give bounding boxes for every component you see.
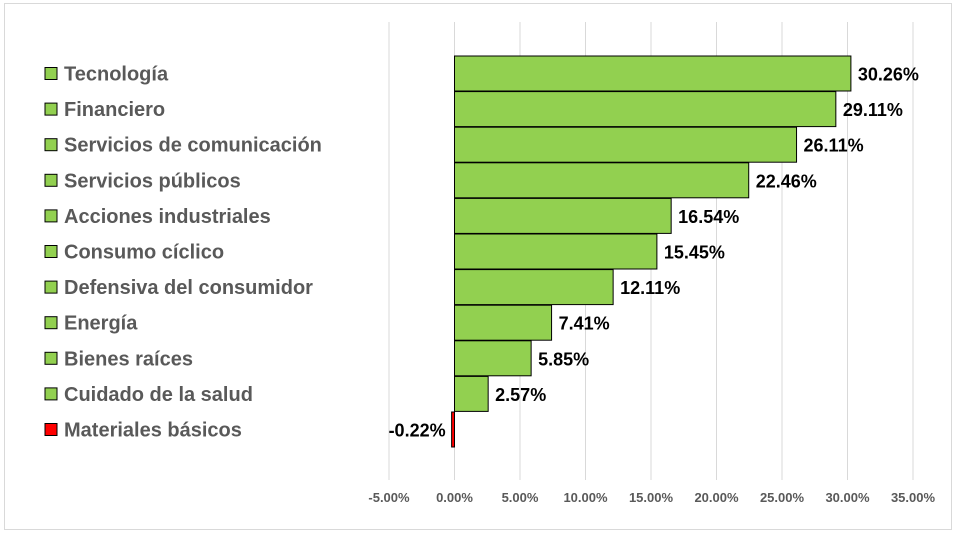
- bar: [454, 91, 837, 128]
- legend: Tecnología Financiero Servicios de comunic…: [44, 64, 322, 442]
- bar: [454, 126, 798, 163]
- data-label: 16.54%: [678, 207, 739, 227]
- legend-entry: Servicios públicos: [64, 170, 241, 192]
- x-tick-label: 0.00%: [436, 490, 473, 505]
- x-tick-label: 10.00%: [563, 490, 608, 505]
- x-axis-ticks: -5.00% 0.00% 5.00% 10.00% 15.00% 20.00% 25.00%…: [368, 490, 935, 505]
- legend-entry: Cuidado de la salud: [64, 384, 253, 406]
- bar: [454, 197, 672, 234]
- legend-swatch: [44, 102, 58, 116]
- legend-entry: Financiero: [64, 99, 165, 121]
- bar: [454, 340, 532, 377]
- legend-swatch: [44, 387, 58, 401]
- legend-swatch: [44, 245, 58, 258]
- legend-entry: Servicios de comunicación: [64, 135, 322, 157]
- x-tick-label: -5.00%: [368, 490, 410, 505]
- legend-swatch: [44, 351, 58, 365]
- legend-entry: Bienes raíces: [64, 348, 193, 370]
- x-tick-label: 15.00%: [629, 490, 674, 505]
- data-label: 26.11%: [804, 136, 864, 156]
- bars: [451, 55, 852, 448]
- data-label: 5.85%: [538, 349, 589, 369]
- data-label: -0.22%: [389, 421, 446, 441]
- bar: [451, 411, 456, 448]
- data-label: 30.26%: [858, 65, 919, 85]
- x-tick-label: 25.00%: [760, 490, 805, 505]
- data-label: 29.11%: [843, 100, 903, 120]
- x-tick-label: 20.00%: [694, 490, 739, 505]
- legend-swatch: [44, 173, 58, 187]
- legend-swatch: [44, 209, 58, 223]
- data-label: 7.41%: [559, 314, 610, 334]
- legend-entry: Energía: [64, 313, 138, 335]
- legend-swatch: [44, 280, 58, 294]
- legend-entry: Acciones industriales: [64, 206, 271, 228]
- bar: [454, 304, 553, 341]
- bar: [454, 162, 750, 199]
- legend-entry: Tecnología: [64, 64, 169, 86]
- bar: [454, 269, 614, 306]
- legend-swatch: [44, 138, 58, 152]
- legend-swatch: [44, 316, 58, 330]
- x-tick-label: 5.00%: [502, 490, 539, 505]
- x-tick-label: 35.00%: [891, 490, 936, 505]
- data-label: 15.45%: [664, 243, 725, 263]
- bar: [454, 233, 658, 270]
- data-labels: 30.26% 29.11% 26.11% 22.46% 16.54% 15.45% 12.1…: [389, 65, 919, 441]
- legend-entry: Defensiva del consumidor: [64, 277, 313, 299]
- bar: [454, 55, 852, 92]
- legend-entry: Materiales básicos: [64, 420, 242, 442]
- data-label: 22.46%: [756, 171, 817, 191]
- legend-entry: Consumo cíclico: [64, 242, 224, 264]
- legend-swatch: [44, 67, 58, 80]
- data-label: 2.57%: [495, 385, 546, 405]
- legend-swatch: [44, 423, 58, 436]
- bar: [454, 375, 489, 412]
- data-label: 12.11%: [620, 278, 680, 298]
- x-tick-label: 30.00%: [825, 490, 870, 505]
